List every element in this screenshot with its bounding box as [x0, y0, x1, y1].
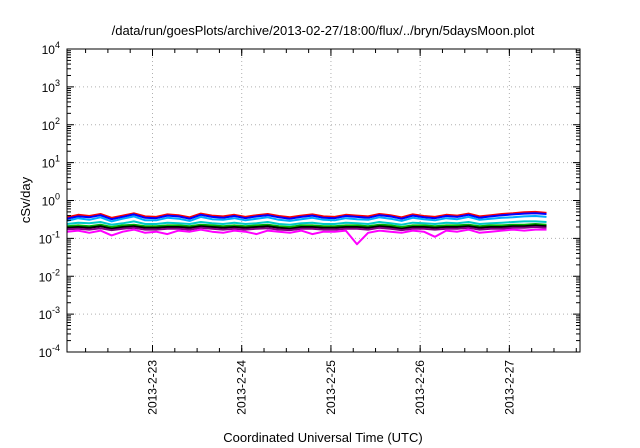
series-line-3 — [66, 215, 547, 223]
chart-title: /data/run/goesPlots/archive/2013-02-27/1… — [112, 23, 535, 38]
y-tick-label: 10-4 — [39, 343, 60, 360]
y-tick-label: 104 — [42, 40, 60, 57]
x-tick-label: 2013-2-25 — [324, 360, 338, 415]
series-line-7 — [66, 226, 547, 232]
series-line-4 — [66, 220, 547, 226]
y-tick-label: 10-1 — [39, 229, 60, 246]
x-tick-label: 2013-2-27 — [502, 360, 516, 415]
y-tick-label: 100 — [42, 192, 60, 209]
series-line-8 — [66, 228, 547, 246]
grid-lines — [67, 49, 580, 352]
y-tick-label: 10-3 — [39, 305, 60, 322]
y-tick-label: 10-2 — [39, 267, 60, 284]
series-line-1 — [66, 210, 547, 219]
y-axis: 10-4 10-3 10-2 10-1 100 101 102 103 104 — [39, 40, 580, 360]
x-tick-label: 2013-2-23 — [146, 360, 160, 415]
x-axis: 2013-2-23 2013-2-24 2013-2-25 2013-2-26 2013… — [85, 49, 577, 415]
series-group — [66, 210, 547, 246]
series-line-5 — [66, 223, 547, 228]
series-line-6 — [66, 224, 547, 230]
x-axis-label: Coordinated Universal Time (UTC) — [223, 430, 422, 445]
y-axis-label: cSv/day — [18, 176, 33, 223]
x-tick-label: 2013-2-26 — [413, 360, 427, 415]
series-line-2 — [66, 212, 547, 221]
y-tick-label: 101 — [42, 154, 60, 171]
x-tick-label: 2013-2-24 — [235, 360, 249, 415]
y-tick-label: 102 — [42, 116, 60, 133]
y-tick-label: 103 — [42, 78, 60, 95]
